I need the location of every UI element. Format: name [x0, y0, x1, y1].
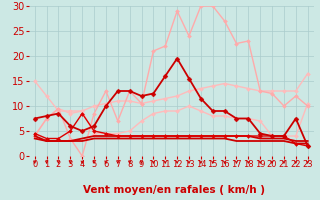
Text: Vent moyen/en rafales ( km/h ): Vent moyen/en rafales ( km/h ): [84, 185, 265, 195]
